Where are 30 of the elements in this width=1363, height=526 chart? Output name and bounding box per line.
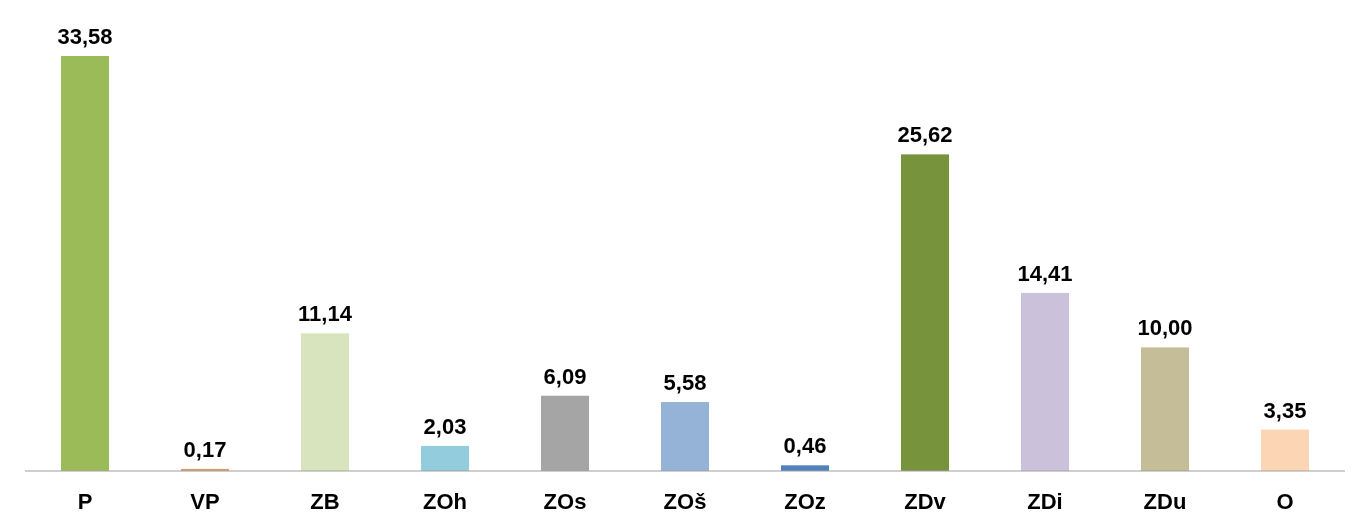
bar <box>661 402 709 471</box>
x-tick-label: P <box>77 489 93 514</box>
x-tick-label: ZOs <box>543 489 587 514</box>
x-tick-label: ZOz <box>784 489 826 514</box>
x-tick-label: ZDv <box>904 489 947 514</box>
x-tick-label: ZOš <box>663 489 707 514</box>
x-tick-label: ZDi <box>1027 489 1063 514</box>
x-tick-label: ZDu <box>1143 489 1187 514</box>
bar <box>61 56 109 471</box>
data-label: 10,00 <box>1137 315 1193 341</box>
bar <box>901 154 949 471</box>
x-tick-label: ZB <box>310 489 340 514</box>
data-label: 25,62 <box>897 122 953 148</box>
data-label: 0,46 <box>783 433 827 459</box>
data-label: 14,41 <box>1017 260 1073 286</box>
bar <box>1021 292 1069 471</box>
bar <box>301 333 349 471</box>
bar <box>421 445 469 471</box>
data-label: 5,58 <box>663 370 707 396</box>
bar <box>1261 429 1309 471</box>
data-label: 3,35 <box>1263 397 1307 423</box>
x-tick-label: ZOh <box>423 489 467 514</box>
data-label: 2,03 <box>423 413 467 439</box>
data-label: 6,09 <box>543 363 587 389</box>
x-tick-label: O <box>1276 489 1294 514</box>
data-label: 11,14 <box>298 301 353 327</box>
data-label: 33,58 <box>57 24 113 49</box>
x-tick-label: VP <box>190 489 220 514</box>
data-label: 0,17 <box>183 436 227 462</box>
bar <box>1141 347 1189 471</box>
